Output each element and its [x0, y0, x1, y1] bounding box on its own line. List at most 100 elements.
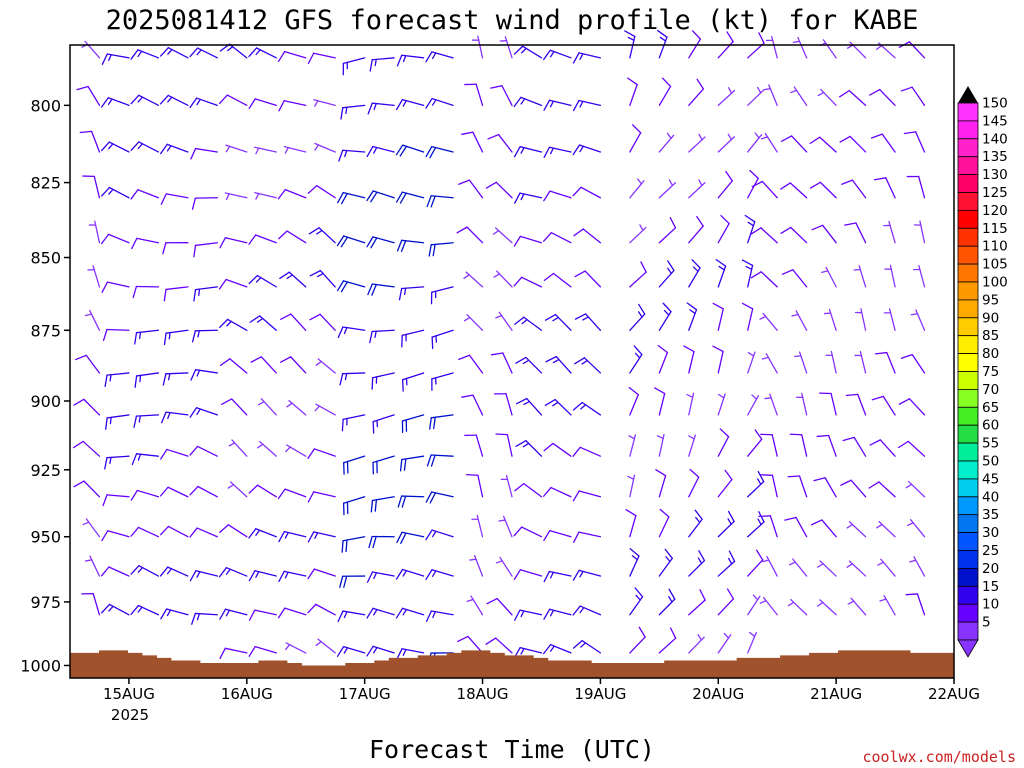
barb-shaft	[227, 524, 248, 538]
wind-barb	[513, 526, 543, 538]
barb-shaft	[771, 434, 778, 457]
wind-barb	[72, 440, 101, 457]
barb-flag-half	[817, 563, 824, 568]
barb-flag-half	[760, 136, 769, 140]
barb-shaft	[747, 177, 759, 199]
colorbar-swatch	[957, 227, 979, 247]
barb-flag-full	[219, 608, 227, 620]
wind-barb	[130, 49, 160, 60]
barb-flag-full	[104, 457, 108, 470]
barb-flag-full	[726, 588, 735, 600]
wind-barb	[471, 35, 484, 59]
colorbar-tick-label: 125	[982, 185, 1008, 201]
barb-flag-full	[572, 605, 581, 616]
wind-barb	[189, 570, 218, 582]
wind-barb	[656, 434, 665, 457]
barb-flag-full	[727, 510, 735, 523]
wind-barb	[100, 566, 130, 577]
barb-shaft	[798, 475, 808, 498]
barb-flag-half	[747, 351, 755, 357]
barb-flag-half	[166, 145, 172, 152]
wind-barb	[868, 481, 896, 498]
barb-flag-full	[369, 330, 373, 344]
wind-barb	[747, 594, 761, 616]
wind-barb	[543, 190, 572, 202]
barb-flag-half	[552, 401, 559, 407]
barb-flag-full	[870, 133, 883, 139]
wind-barb	[225, 144, 248, 153]
barb-flag-half	[628, 435, 636, 440]
barb-flag-full	[657, 29, 668, 38]
wind-barb	[572, 52, 602, 64]
wind-barb	[795, 392, 808, 416]
barb-flag-half	[727, 518, 732, 525]
barb-flag-full	[307, 448, 316, 459]
barb-flag-full	[189, 407, 198, 418]
barb-flag-half	[227, 46, 234, 52]
wind-barb	[371, 372, 395, 390]
wind-barb	[870, 133, 896, 153]
barb-flag-half	[579, 570, 584, 578]
barb-shaft	[108, 566, 130, 577]
wind-barb	[248, 47, 277, 59]
wind-barb	[869, 88, 896, 106]
wind-barb	[655, 469, 667, 498]
barb-flag-full	[573, 531, 580, 543]
barb-flag-half	[284, 644, 291, 651]
barb-flag-half	[520, 98, 526, 105]
colorbar-swatch	[957, 120, 979, 140]
wind-barb	[160, 448, 189, 460]
barb-shaft	[519, 235, 543, 244]
barb-flag-half	[343, 326, 348, 335]
barb-flag-full	[683, 345, 695, 353]
barb-flag-half	[697, 557, 703, 565]
barb-shaft	[506, 434, 513, 457]
wind-barb	[629, 124, 642, 153]
barb-flag-full	[844, 222, 857, 226]
barb-flag-full	[341, 192, 348, 205]
wind-barb	[163, 286, 189, 302]
wind-barb	[285, 444, 307, 457]
barb-shaft	[229, 358, 248, 374]
barb-shaft	[658, 392, 666, 416]
wind-barb	[513, 96, 543, 108]
colorbar-tick-label: 55	[982, 436, 999, 452]
barb-flag-full	[248, 609, 256, 621]
wind-barb	[307, 531, 336, 543]
wind-barb	[101, 603, 130, 616]
barb-flag-full	[869, 88, 881, 96]
wind-barb	[715, 258, 727, 288]
barb-flag-half	[846, 523, 854, 529]
wind-barb	[816, 434, 837, 457]
barb-flag-full	[278, 100, 285, 112]
barb-flag-full	[340, 236, 349, 248]
barb-shaft	[475, 434, 484, 457]
barb-flag-half	[373, 572, 378, 580]
barb-flag-half	[579, 145, 584, 153]
barb-shaft	[629, 132, 642, 153]
wind-barb	[839, 89, 867, 106]
barb-flag-half	[314, 532, 319, 540]
barb-shaft	[911, 354, 926, 374]
barb-flag-full	[667, 260, 675, 272]
barb-flag-full	[425, 529, 433, 541]
wind-barb	[248, 98, 277, 110]
wind-barb	[629, 224, 647, 244]
wind-barb	[846, 560, 867, 577]
barb-flag-half	[492, 230, 500, 235]
barb-flag-full	[750, 227, 762, 235]
barb-flag-full	[159, 486, 169, 497]
barb-flag-full	[278, 230, 288, 240]
wind-barb	[104, 372, 130, 388]
wind-barb	[515, 439, 543, 457]
wind-barb	[794, 351, 808, 374]
barb-flag-full	[366, 236, 374, 248]
barb-shaft	[194, 329, 218, 332]
barb-flag-half	[523, 400, 531, 406]
barb-shaft	[550, 486, 572, 498]
barb-flag-full	[189, 445, 199, 456]
barb-flag-full	[101, 141, 110, 152]
wind-barb	[369, 57, 395, 72]
barb-flag-full	[218, 318, 229, 329]
barb-flag-full	[307, 52, 315, 65]
